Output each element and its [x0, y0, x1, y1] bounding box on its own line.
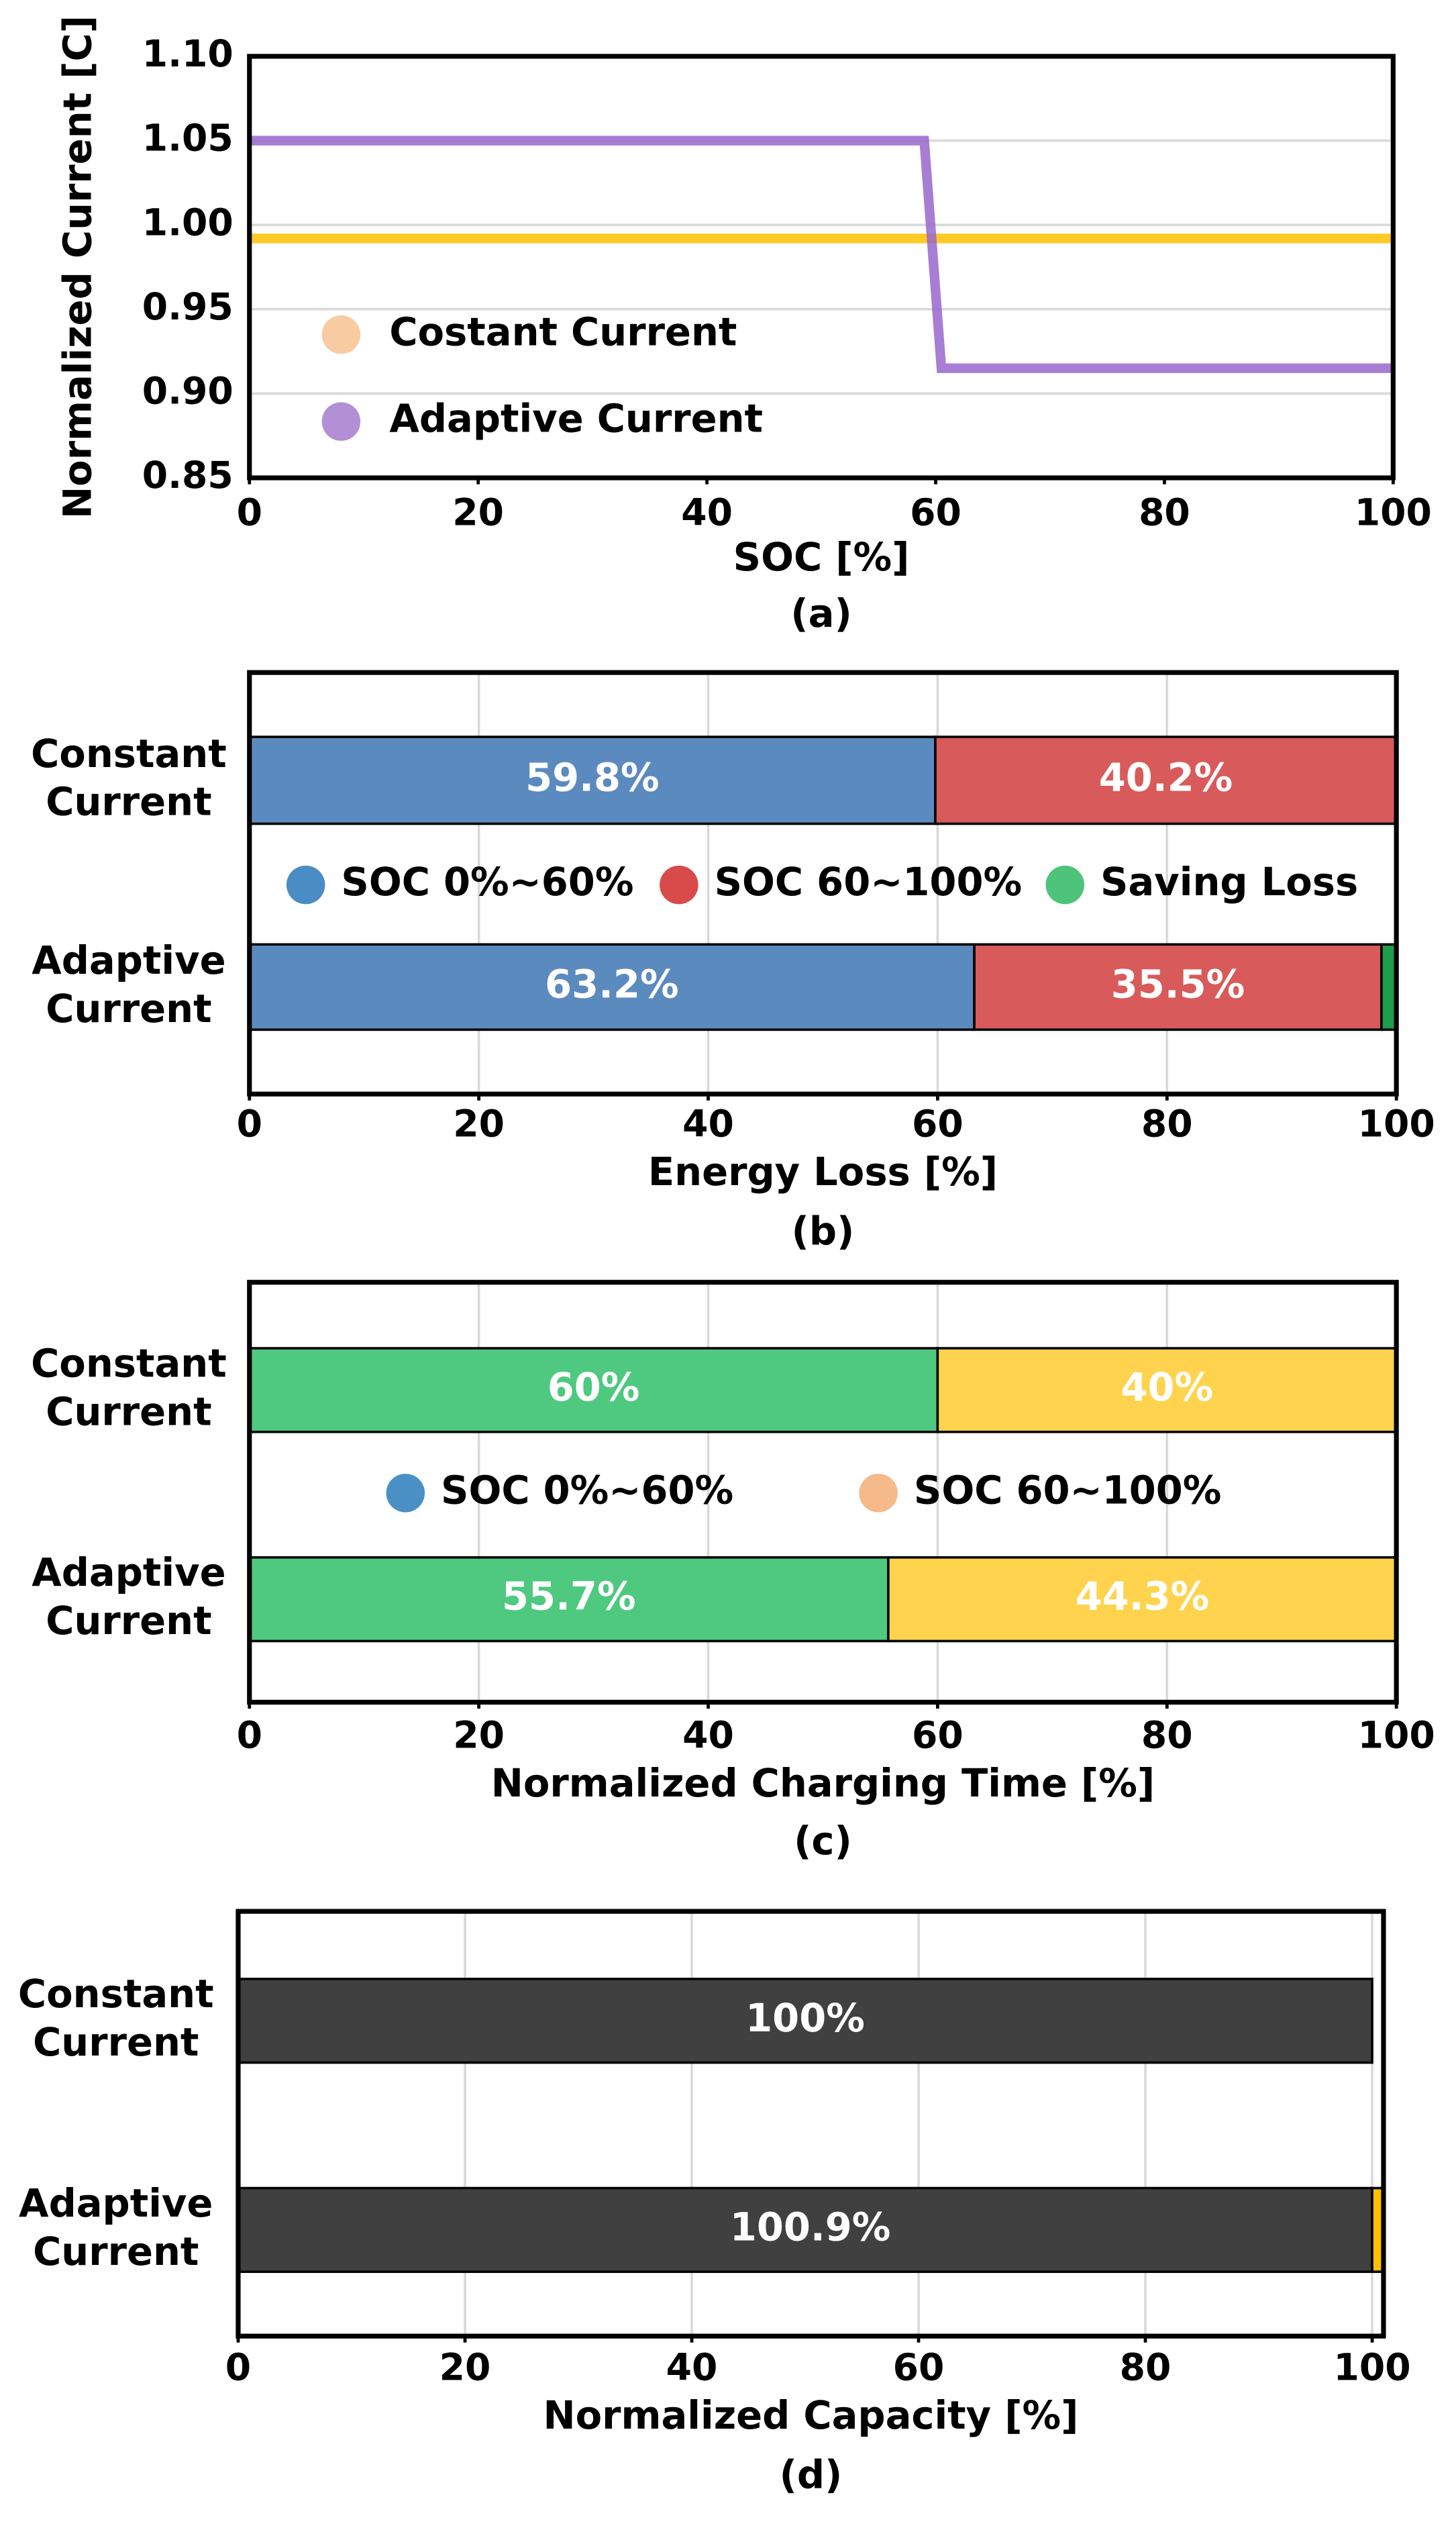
legend-label: Costant Current: [389, 309, 737, 354]
y-tick-label: 1.05: [142, 117, 233, 160]
data-label: 35.5%: [1111, 962, 1245, 1007]
plot-frame: [247, 670, 1399, 1097]
data-label: 60%: [548, 1365, 640, 1410]
plot-frame: [247, 1280, 1399, 1705]
x-tick-label: 0: [237, 491, 262, 534]
x-axis-label: Energy Loss [%]: [648, 1150, 998, 1195]
legend-label: SOC 60~100%: [914, 1468, 1221, 1513]
x-tick-label: 80: [1139, 491, 1190, 534]
legend-marker: [859, 1474, 898, 1513]
data-label: 40.2%: [1099, 755, 1233, 800]
category-label: Adaptive Current: [19, 2181, 213, 2274]
x-tick-label: 60: [893, 2347, 945, 2390]
caption: (d): [780, 2453, 843, 2498]
x-tick-label: 100: [1358, 1714, 1435, 1757]
category-label: Adaptive Current: [32, 1550, 225, 1643]
x-tick-label: 100: [1334, 2347, 1411, 2390]
caption: (b): [792, 1209, 855, 1254]
category-label: Adaptive Current: [32, 937, 225, 1031]
caption: (c): [794, 1819, 852, 1864]
legend-label: Saving Loss: [1100, 860, 1358, 905]
legend-marker: [386, 1474, 425, 1513]
x-tick-label: 20: [439, 2347, 491, 2390]
x-tick-label: 40: [666, 2347, 718, 2390]
plot-frame: [247, 54, 1396, 480]
y-tick-label: 1.00: [142, 201, 233, 244]
legend-marker: [286, 865, 325, 905]
x-tick-label: 20: [452, 491, 504, 534]
category-label: Constant Current: [31, 1341, 227, 1434]
legend-marker: [660, 865, 698, 905]
x-tick-label: 100: [1358, 1103, 1435, 1146]
x-tick-label: 60: [912, 1714, 964, 1757]
data-label: 55.7%: [502, 1574, 636, 1619]
category-label: Constant Current: [31, 731, 227, 824]
x-tick-label: 80: [1141, 1714, 1193, 1757]
x-axis-label: SOC [%]: [733, 535, 910, 580]
bar-segment: [973, 943, 1383, 1031]
x-tick-label: 80: [1120, 2347, 1172, 2390]
y-axis-label: Normalized Current [C]: [56, 15, 101, 519]
x-tick-label: 20: [453, 1103, 505, 1146]
bar-segment: [248, 943, 976, 1031]
bar-segment: [936, 1347, 1398, 1433]
bar-segment: [237, 2186, 1373, 2274]
x-tick-label: 40: [682, 1103, 734, 1146]
data-label: 100%: [745, 1996, 865, 2041]
x-axis-label: Normalized Charging Time [%]: [491, 1761, 1155, 1806]
legend-label: SOC 0%~60%: [441, 1468, 733, 1513]
plot-frame: [236, 1909, 1386, 2339]
bar-segment: [934, 736, 1398, 825]
data-label: 100.9%: [730, 2204, 891, 2249]
y-tick-label: 1.10: [142, 33, 233, 76]
legend-label: SOC 0%~60%: [341, 860, 633, 905]
legend-label: SOC 60~100%: [715, 860, 1022, 905]
data-label: 40%: [1121, 1365, 1213, 1410]
data-label: 44.3%: [1076, 1574, 1210, 1619]
x-tick-label: 60: [912, 1103, 964, 1146]
bar-segment: [887, 1556, 1398, 1643]
x-tick-label: 0: [237, 1103, 262, 1146]
x-tick-label: 60: [910, 491, 961, 534]
legend-marker: [1045, 865, 1085, 905]
x-tick-label: 100: [1355, 491, 1432, 534]
y-tick-label: 0.90: [142, 370, 233, 413]
data-label: 63.2%: [545, 962, 679, 1007]
legend-marker: [321, 315, 361, 354]
y-tick-label: 0.95: [142, 286, 233, 329]
legend-marker: [321, 402, 361, 441]
category-label: Constant Current: [18, 1972, 214, 2065]
legend-label: Adaptive Current: [389, 397, 763, 442]
line: [249, 136, 1394, 373]
x-tick-label: 20: [453, 1714, 505, 1757]
x-tick-label: 40: [681, 491, 733, 534]
data-label: 59.8%: [525, 755, 660, 800]
x-tick-label: 80: [1141, 1103, 1193, 1146]
bar-segment: [1371, 2186, 1384, 2274]
caption: (a): [790, 591, 851, 636]
x-tick-label: 0: [237, 1714, 262, 1757]
x-axis-label: Normalized Capacity [%]: [543, 2393, 1079, 2438]
x-tick-label: 0: [225, 2347, 251, 2390]
x-tick-label: 40: [682, 1714, 734, 1757]
bar-segment: [248, 1556, 890, 1643]
y-tick-label: 0.85: [142, 454, 233, 497]
